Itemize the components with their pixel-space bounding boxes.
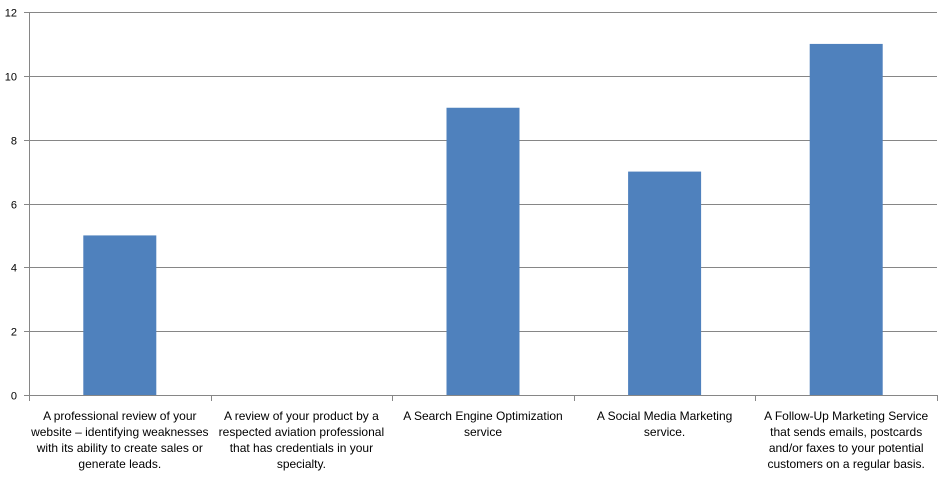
x-tick-label-line: respected aviation professional (219, 425, 384, 439)
y-tick-label: 8 (11, 136, 17, 148)
y-tick-label: 0 (11, 391, 17, 403)
x-tick-label-line: specialty. (277, 457, 326, 471)
x-tick-label-line: A review of your product by a (224, 409, 379, 423)
x-axis-labels: A professional review of your website – i… (30, 409, 928, 471)
axes (29, 12, 938, 401)
x-tick-label-line: A Follow-Up Marketing Service (764, 409, 928, 423)
x-tick-label-line: that sends emails, postcards (770, 425, 922, 439)
y-axis-ticks: 0 2 4 6 8 10 12 (5, 8, 29, 403)
y-tick-label: 6 (11, 200, 17, 212)
x-tick-label-line: that has credentials in your (230, 441, 373, 455)
bar (446, 107, 520, 395)
y-tick-label: 2 (11, 327, 17, 339)
x-tick-label-line: with its ability to create sales or (36, 441, 203, 455)
x-tick-label-line: A professional review of your (43, 409, 196, 423)
x-tick-label-line: A Social Media Marketing (597, 409, 732, 423)
x-tick-label-line: A Search Engine Optimization (403, 409, 562, 423)
bar (83, 235, 157, 395)
x-tick-label: A professional review of your website – i… (30, 409, 208, 471)
x-tick-label-line: generate leads. (78, 457, 161, 471)
x-tick-label: A Social Media Marketing service. (597, 409, 732, 439)
y-tick-label: 10 (5, 72, 17, 84)
x-tick-label-line: and/or faxes to your potential (769, 441, 924, 455)
bar (809, 43, 883, 396)
y-tick-label: 12 (5, 8, 17, 20)
x-tick-label-line: service. (644, 425, 685, 439)
y-tick-label: 4 (11, 263, 17, 275)
x-tick-label-line: website – identifying weaknesses (30, 425, 208, 439)
x-tick-label: A Search Engine Optimization service (403, 409, 562, 439)
x-tick-label: A review of your product by a respected a… (219, 409, 384, 471)
x-tick-label: A Follow-Up Marketing Service that sends … (764, 409, 928, 471)
x-tick-label-line: customers on a regular basis. (767, 457, 924, 471)
bar (628, 171, 702, 395)
bars (83, 43, 883, 396)
x-tick-label-line: service (464, 425, 502, 439)
